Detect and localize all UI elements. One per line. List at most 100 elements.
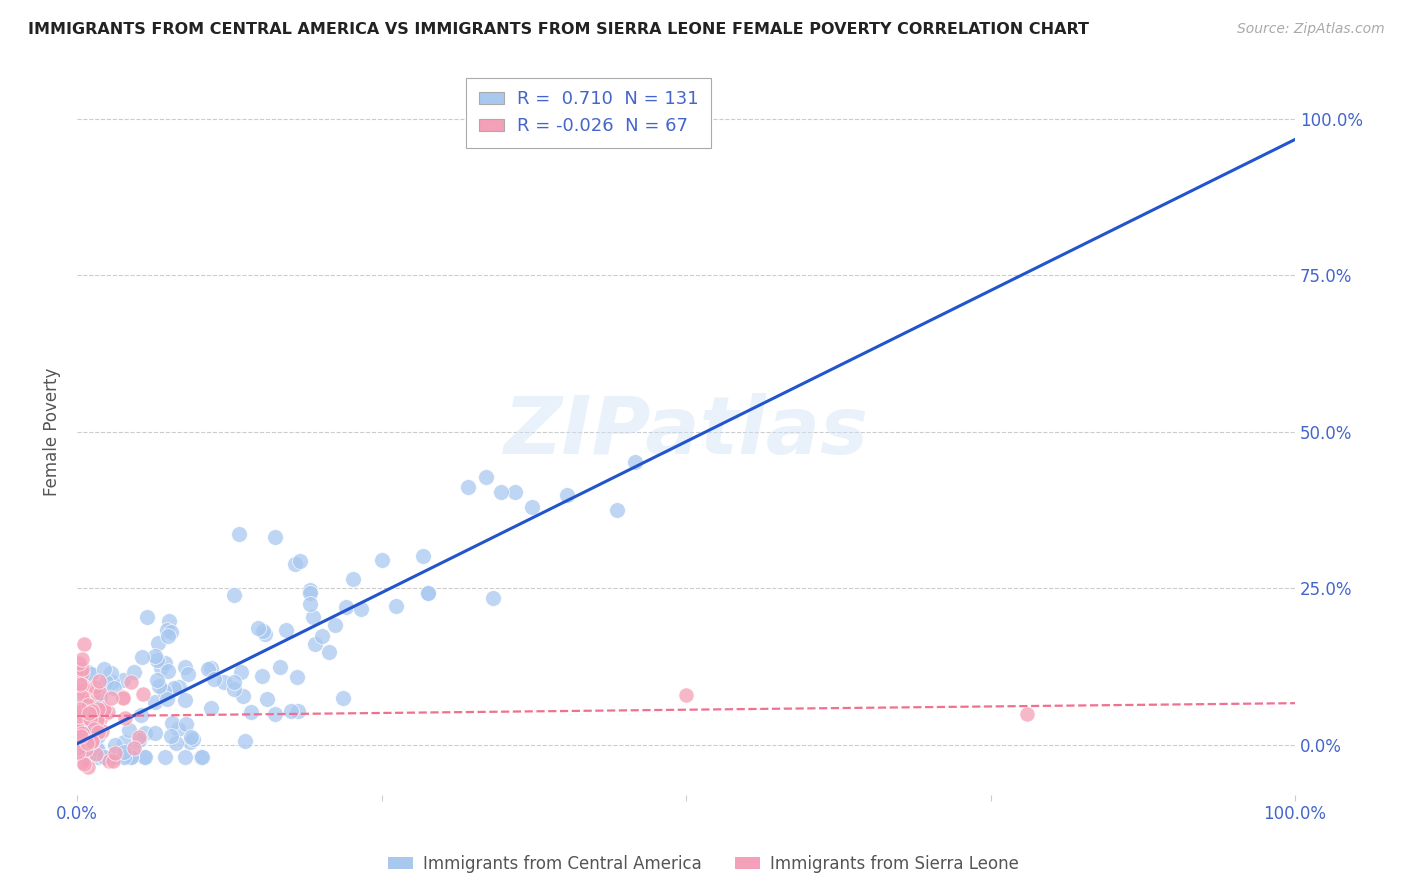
- Point: [412, 549, 434, 563]
- Point: [96, 675, 118, 690]
- Point: [253, 627, 276, 641]
- Point: [93, 662, 115, 676]
- Point: [83, 686, 105, 700]
- Point: [332, 690, 354, 705]
- Point: [70, 756, 93, 770]
- Point: [75, 695, 97, 709]
- Point: [274, 624, 297, 638]
- Point: [84, 680, 107, 694]
- Point: [520, 500, 543, 514]
- Point: [93, 706, 115, 721]
- Point: [77, 665, 100, 679]
- Point: [72, 661, 94, 675]
- Point: [87, 724, 110, 739]
- Legend: R =  0.710  N = 131, R = -0.026  N = 67: R = 0.710 N = 131, R = -0.026 N = 67: [467, 78, 711, 148]
- Point: [120, 750, 142, 764]
- Point: [301, 609, 323, 624]
- Point: [136, 610, 159, 624]
- Point: [86, 742, 108, 756]
- Point: [174, 660, 197, 674]
- Y-axis label: Female Poverty: Female Poverty: [44, 368, 60, 496]
- Point: [79, 712, 101, 726]
- Point: [167, 722, 190, 736]
- Legend: Immigrants from Central America, Immigrants from Sierra Leone: Immigrants from Central America, Immigra…: [381, 848, 1025, 880]
- Point: [67, 656, 90, 670]
- Point: [475, 470, 498, 484]
- Point: [298, 586, 321, 600]
- Point: [128, 730, 150, 744]
- Point: [111, 690, 134, 704]
- Point: [299, 597, 322, 611]
- Point: [70, 725, 93, 739]
- Point: [146, 673, 169, 687]
- Point: [72, 703, 94, 717]
- Point: [83, 722, 105, 736]
- Point: [118, 723, 141, 737]
- Point: [91, 723, 114, 738]
- Point: [190, 750, 212, 764]
- Point: [416, 585, 439, 599]
- Point: [284, 557, 307, 571]
- Point: [174, 717, 197, 731]
- Point: [263, 706, 285, 721]
- Point: [233, 733, 256, 747]
- Point: [489, 484, 512, 499]
- Point: [323, 617, 346, 632]
- Point: [104, 738, 127, 752]
- Point: [132, 750, 155, 764]
- Point: [191, 750, 214, 764]
- Point: [606, 502, 628, 516]
- Point: [160, 624, 183, 639]
- Point: [224, 681, 246, 696]
- Point: [104, 746, 127, 760]
- Point: [66, 734, 89, 748]
- Point: [146, 653, 169, 667]
- Point: [86, 713, 108, 727]
- Point: [156, 691, 179, 706]
- Point: [72, 678, 94, 692]
- Point: [80, 704, 103, 718]
- Point: [156, 629, 179, 643]
- Point: [145, 726, 167, 740]
- Point: [66, 663, 89, 677]
- Point: [624, 455, 647, 469]
- Point: [66, 684, 89, 698]
- Point: [112, 735, 135, 749]
- Point: [287, 704, 309, 718]
- Point: [122, 741, 145, 756]
- Point: [111, 673, 134, 688]
- Point: [69, 676, 91, 690]
- Point: [212, 674, 235, 689]
- Point: [73, 637, 96, 651]
- Point: [675, 688, 697, 702]
- Point: [159, 729, 181, 743]
- Point: [418, 586, 440, 600]
- Point: [232, 690, 254, 704]
- Point: [134, 750, 156, 764]
- Point: [87, 750, 110, 764]
- Point: [101, 754, 124, 768]
- Point: [73, 711, 96, 725]
- Point: [179, 735, 201, 749]
- Point: [156, 664, 179, 678]
- Point: [457, 480, 479, 494]
- Text: Source: ZipAtlas.com: Source: ZipAtlas.com: [1237, 22, 1385, 37]
- Point: [77, 698, 100, 712]
- Point: [250, 669, 273, 683]
- Point: [200, 700, 222, 714]
- Point: [131, 650, 153, 665]
- Point: [231, 665, 253, 680]
- Point: [150, 661, 173, 675]
- Point: [75, 742, 97, 756]
- Point: [155, 656, 177, 670]
- Point: [89, 686, 111, 700]
- Point: [69, 702, 91, 716]
- Point: [157, 614, 180, 628]
- Point: [134, 726, 156, 740]
- Point: [350, 602, 373, 616]
- Point: [70, 730, 93, 744]
- Point: [222, 588, 245, 602]
- Point: [228, 527, 250, 541]
- Point: [87, 702, 110, 716]
- Point: [240, 705, 263, 719]
